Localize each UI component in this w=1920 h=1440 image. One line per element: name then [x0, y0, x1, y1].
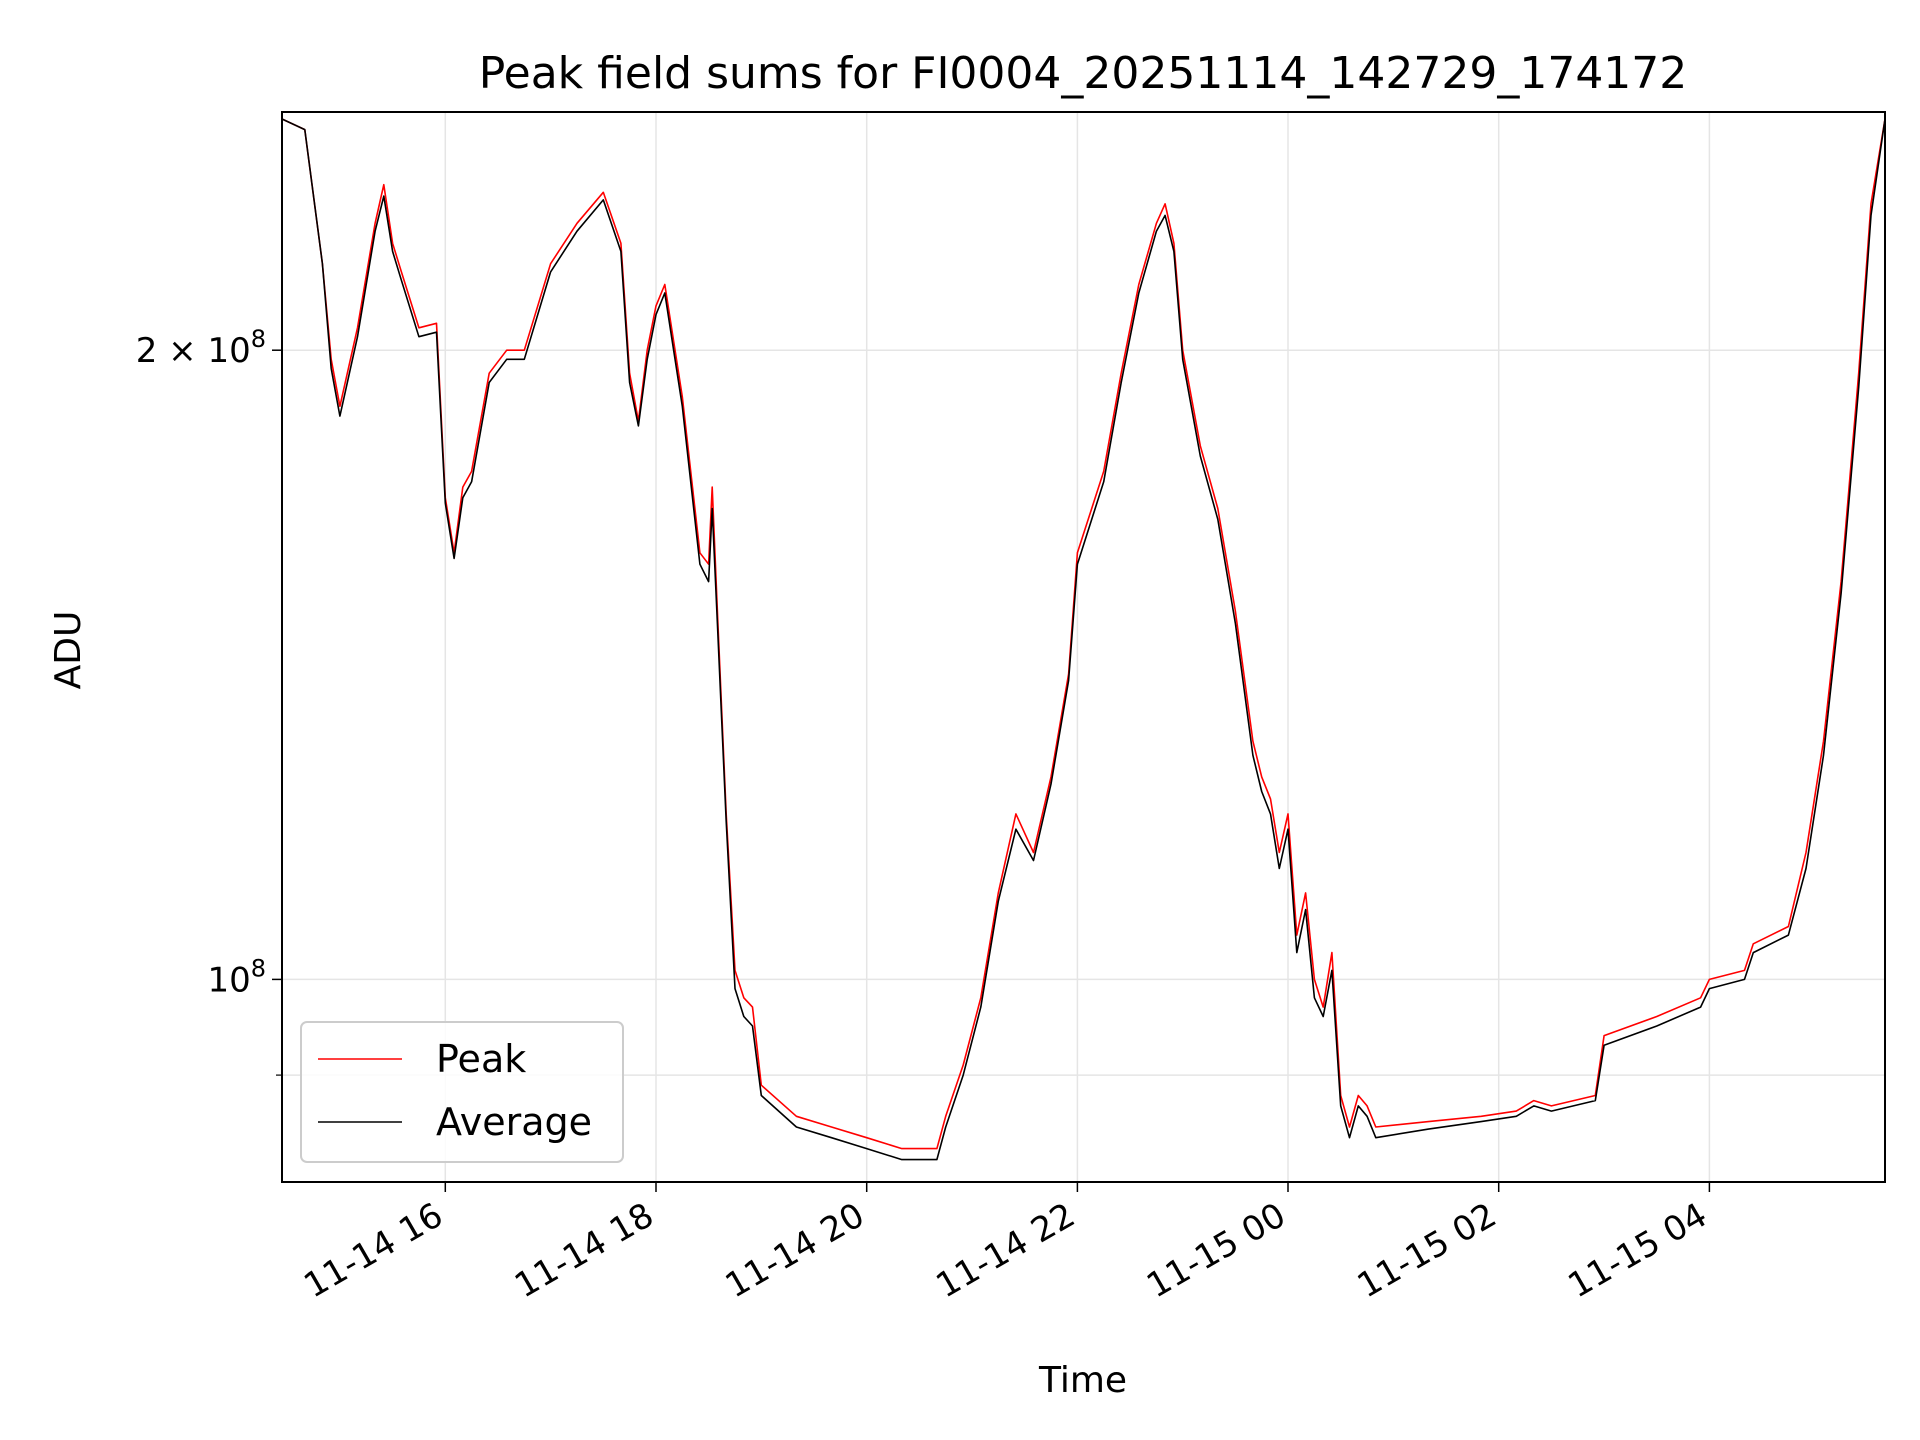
legend-label-average: Average [436, 1100, 592, 1144]
grid-layer [282, 112, 1885, 1182]
plot-background [282, 112, 1885, 1182]
plot-frame [281, 111, 1886, 1183]
series-line-average [281, 118, 1886, 1161]
legend-label-peak: Peak [436, 1037, 526, 1081]
chart-title: Peak field sums for FI0004_20251114_1427… [479, 48, 1688, 99]
legend-box [300, 1021, 624, 1163]
y-axis: 108 2 × 108 [136, 325, 282, 1076]
series-line-peak [281, 118, 1886, 1150]
y-axis-label: ADU [48, 611, 89, 690]
series-layer [281, 118, 1886, 1161]
x-axis-label: Time [1038, 1360, 1127, 1401]
legend: Peak Average [300, 1021, 624, 1163]
plot-area [281, 111, 1886, 1183]
y-tick-label: 108 [207, 954, 266, 1000]
y-tick-label: 2 × 108 [136, 325, 266, 371]
